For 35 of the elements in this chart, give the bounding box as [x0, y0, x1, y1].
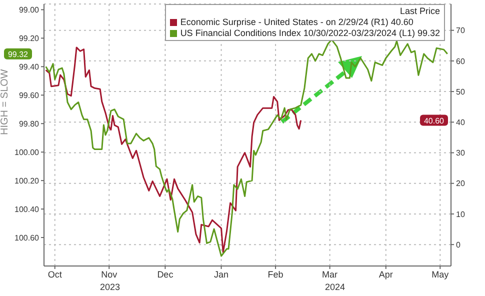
y-tick-label: 100.20 — [14, 176, 40, 186]
y-tick-label: 99.80 — [18, 119, 40, 128]
y-tick-label: 99.20 — [18, 34, 40, 44]
line-series — [45, 38, 448, 257]
y2-tick-label: 10 — [456, 210, 466, 219]
text: 99.32 — [8, 50, 29, 59]
x-tick-label: Jan — [214, 269, 229, 280]
y2-tick-label: 70 — [456, 26, 466, 36]
x-tick-label: Feb — [268, 269, 284, 280]
y-tick-label: 99.00 — [18, 6, 40, 15]
legend-title: Last Price — [398, 6, 440, 17]
y-axis-title: HIGH = SLOW — [0, 68, 11, 135]
y-tick-label: 100.40 — [14, 204, 40, 214]
line-series — [45, 46, 302, 253]
y2-tick-label: 20 — [456, 179, 466, 188]
x-tick-label: Oct — [48, 269, 62, 280]
legend-label: US Financial Conditions Index 10/30/2022-03/23/2024 (L1) 99.32 — [180, 28, 440, 39]
y-tick-label: 99.40 — [18, 62, 40, 72]
y-tick-label: 100.60 — [14, 233, 40, 242]
y-tick-label: 100.00 — [14, 148, 40, 157]
x-tick-label: Nov — [101, 269, 118, 280]
x-tick-label: Dec — [157, 269, 174, 280]
y-tick-label: 99.60 — [18, 90, 40, 100]
text: 2024 — [324, 282, 346, 292]
legend-label: Economic Surprise - United States - on 2/29/24 (R1) 40.60 — [180, 17, 414, 28]
y2-tick-label: 40 — [456, 118, 466, 127]
x-tick-label: May — [432, 269, 450, 280]
y2-tick-label: 60 — [456, 56, 466, 66]
annotation: 40.60 — [424, 116, 445, 126]
y2-tick-label: 0 — [456, 240, 461, 250]
text: 2023 — [98, 282, 122, 292]
y2-tick-label: 30 — [456, 148, 466, 158]
x-tick-label: Mar — [322, 269, 338, 280]
y2-tick-label: 50 — [456, 87, 466, 96]
x-tick-label: Apr — [378, 269, 393, 280]
